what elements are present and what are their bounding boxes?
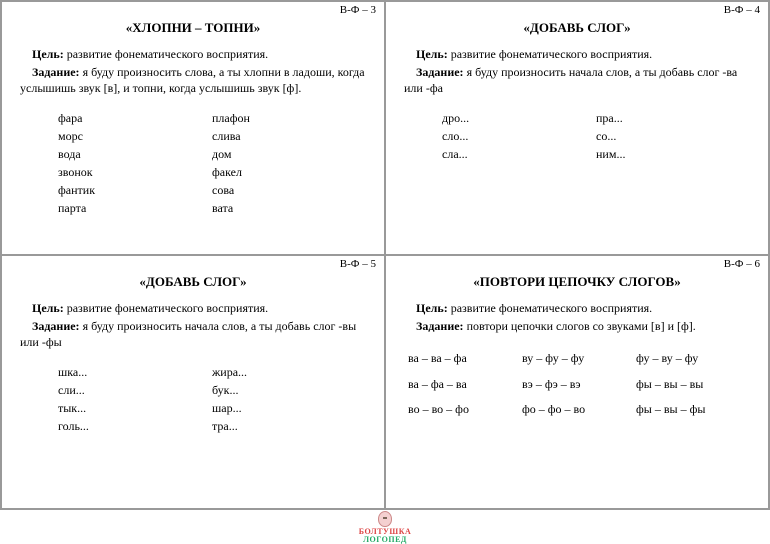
word: фантик — [58, 181, 212, 199]
chain: ву – фу – фу — [522, 346, 636, 371]
task-line: Задание: я буду произносить слова, а ты … — [20, 64, 366, 96]
logo-text-2: ЛОГОПЕД — [363, 536, 407, 544]
logo-icon — [378, 511, 392, 527]
word: сова — [212, 181, 366, 199]
logo: БОЛТУШКА ЛОГОПЕД — [359, 511, 412, 544]
card-title: «ХЛОПНИ – ТОПНИ» — [20, 20, 366, 36]
goal-label: Цель: — [32, 301, 64, 315]
chain: фы – вы – фы — [636, 397, 750, 422]
word: тык... — [58, 399, 212, 417]
word-columns: шка... сли... тык... голь... жира... бук… — [20, 363, 366, 435]
word: тра... — [212, 417, 366, 435]
task-label: Задание: — [416, 319, 464, 333]
word: шка... — [58, 363, 212, 381]
word: сла... — [442, 145, 596, 163]
word-col-1: дро... сло... сла... — [442, 109, 596, 163]
word: дом — [212, 145, 366, 163]
word: ним... — [596, 145, 750, 163]
card-6: В-Ф – 6 «ПОВТОРИ ЦЕПОЧКУ СЛОГОВ» Цель: р… — [385, 255, 769, 509]
card-4: В-Ф – 4 «ДОБАВЬ СЛОГ» Цель: развитие фон… — [385, 1, 769, 255]
word: бук... — [212, 381, 366, 399]
card-code: В-Ф – 6 — [724, 258, 760, 270]
worksheet-grid: В-Ф – 3 «ХЛОПНИ – ТОПНИ» Цель: развитие … — [0, 0, 770, 510]
card-title: «ПОВТОРИ ЦЕПОЧКУ СЛОГОВ» — [404, 274, 750, 290]
word: голь... — [58, 417, 212, 435]
word: вата — [212, 199, 366, 217]
word: звонок — [58, 163, 212, 181]
card-code: В-Ф – 3 — [340, 4, 376, 16]
word: фара — [58, 109, 212, 127]
card-5: В-Ф – 5 «ДОБАВЬ СЛОГ» Цель: развитие фон… — [1, 255, 385, 509]
word: дро... — [442, 109, 596, 127]
word: факел — [212, 163, 366, 181]
card-3: В-Ф – 3 «ХЛОПНИ – ТОПНИ» Цель: развитие … — [1, 1, 385, 255]
word-col-2: жира... бук... шар... тра... — [212, 363, 366, 435]
card-title: «ДОБАВЬ СЛОГ» — [20, 274, 366, 290]
goal-line: Цель: развитие фонематического восприяти… — [20, 300, 366, 316]
goal-label: Цель: — [32, 47, 64, 61]
goal-label: Цель: — [416, 47, 448, 61]
goal-line: Цель: развитие фонематического восприяти… — [20, 46, 366, 62]
chain-col-2: ву – фу – фу вэ – фэ – вэ фо – фо – во — [522, 346, 636, 422]
chain: ва – ва – фа — [408, 346, 522, 371]
task-line: Задание: повтори цепочки слогов со звука… — [404, 318, 750, 334]
card-title: «ДОБАВЬ СЛОГ» — [404, 20, 750, 36]
word: слива — [212, 127, 366, 145]
word: жира... — [212, 363, 366, 381]
task-line: Задание: я буду произносить начала слов,… — [20, 318, 366, 350]
word: морс — [58, 127, 212, 145]
chain-columns: ва – ва – фа ва – фа – ва во – во – фо в… — [404, 346, 750, 422]
goal-text: развитие фонематического восприятия. — [448, 47, 652, 61]
chain: ва – фа – ва — [408, 372, 522, 397]
task-label: Задание: — [32, 319, 80, 333]
goal-text: развитие фонематического восприятия. — [64, 301, 268, 315]
chain: фу – ву – фу — [636, 346, 750, 371]
goal-line: Цель: развитие фонематического восприяти… — [404, 300, 750, 316]
card-code: В-Ф – 4 — [724, 4, 760, 16]
word-col-1: шка... сли... тык... голь... — [58, 363, 212, 435]
task-text: повтори цепочки слогов со звуками [в] и … — [464, 319, 696, 333]
word: плафон — [212, 109, 366, 127]
word: парта — [58, 199, 212, 217]
task-label: Задание: — [416, 65, 464, 79]
word-columns: фара морс вода звонок фантик парта плафо… — [20, 109, 366, 217]
word: пра... — [596, 109, 750, 127]
word-col-2: плафон слива дом факел сова вата — [212, 109, 366, 217]
word: сло... — [442, 127, 596, 145]
goal-label: Цель: — [416, 301, 448, 315]
task-label: Задание: — [32, 65, 80, 79]
word-col-1: фара морс вода звонок фантик парта — [58, 109, 212, 217]
word: шар... — [212, 399, 366, 417]
chain: фо – фо – во — [522, 397, 636, 422]
chain-col-3: фу – ву – фу фы – вы – вы фы – вы – фы — [636, 346, 750, 422]
chain-col-1: ва – ва – фа ва – фа – ва во – во – фо — [408, 346, 522, 422]
task-line: Задание: я буду произносить начала слов,… — [404, 64, 750, 96]
chain: во – во – фо — [408, 397, 522, 422]
word: со... — [596, 127, 750, 145]
word: вода — [58, 145, 212, 163]
goal-line: Цель: развитие фонематического восприяти… — [404, 46, 750, 62]
goal-text: развитие фонематического восприятия. — [448, 301, 652, 315]
goal-text: развитие фонематического восприятия. — [64, 47, 268, 61]
chain: вэ – фэ – вэ — [522, 372, 636, 397]
chain: фы – вы – вы — [636, 372, 750, 397]
word: сли... — [58, 381, 212, 399]
word-columns: дро... сло... сла... пра... со... ним... — [404, 109, 750, 163]
word-col-2: пра... со... ним... — [596, 109, 750, 163]
footer: БОЛТУШКА ЛОГОПЕД — [0, 510, 770, 544]
card-code: В-Ф – 5 — [340, 258, 376, 270]
